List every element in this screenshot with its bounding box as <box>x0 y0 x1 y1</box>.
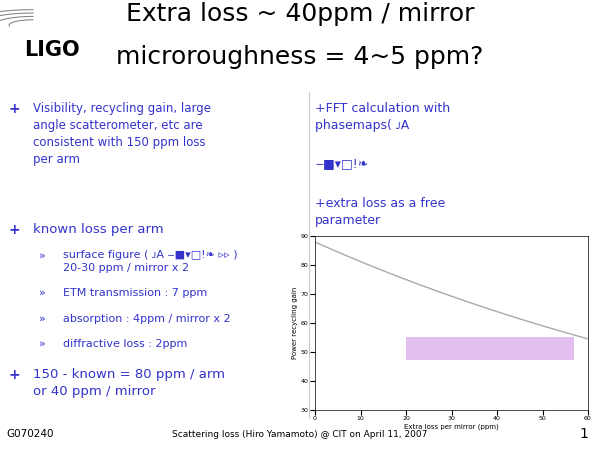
Text: Scattering loss (Hiro Yamamoto) @ CIT on April 11, 2007: Scattering loss (Hiro Yamamoto) @ CIT on… <box>172 430 428 439</box>
Text: known loss per arm: known loss per arm <box>33 223 164 236</box>
Text: Visibility, recycling gain, large
angle scatterometer, etc are
consistent with 1: Visibility, recycling gain, large angle … <box>33 102 211 166</box>
Text: G070240: G070240 <box>6 429 53 439</box>
Text: 1: 1 <box>579 427 588 441</box>
Text: +extra loss as a free
parameter: +extra loss as a free parameter <box>315 197 445 227</box>
Text: »: » <box>39 314 46 324</box>
Text: Extra loss ~ 40ppm / mirror: Extra loss ~ 40ppm / mirror <box>126 2 474 26</box>
Text: +FFT calculation with
phasemaps( ᴊA: +FFT calculation with phasemaps( ᴊA <box>315 102 450 132</box>
Text: absorption : 4ppm / mirror x 2: absorption : 4ppm / mirror x 2 <box>63 314 230 324</box>
Text: ETM transmission : 7 ppm: ETM transmission : 7 ppm <box>63 288 207 298</box>
Bar <box>406 338 574 360</box>
Text: surface figure ( ᴊA ‒■▾□!❧ ▹▹ )
20-30 ppm / mirror x 2: surface figure ( ᴊA ‒■▾□!❧ ▹▹ ) 20-30 pp… <box>63 251 238 273</box>
Text: »: » <box>39 251 46 261</box>
Text: »: » <box>39 338 46 349</box>
Text: microroughness = 4~5 ppm?: microroughness = 4~5 ppm? <box>116 45 484 69</box>
Text: LIGO: LIGO <box>24 40 80 60</box>
Text: 150 - known = 80 ppm / arm
or 40 ppm / mirror: 150 - known = 80 ppm / arm or 40 ppm / m… <box>33 368 225 398</box>
Text: diffractive loss : 2ppm: diffractive loss : 2ppm <box>63 338 187 349</box>
Text: +: + <box>9 102 20 116</box>
Text: +: + <box>9 223 20 237</box>
Text: »: » <box>39 288 46 298</box>
Text: ‒■▾□!❧: ‒■▾□!❧ <box>315 158 368 171</box>
Y-axis label: Power recycling gain: Power recycling gain <box>292 287 298 359</box>
Text: +: + <box>9 368 20 382</box>
X-axis label: Extra loss per mirror (ppm): Extra loss per mirror (ppm) <box>404 423 499 430</box>
